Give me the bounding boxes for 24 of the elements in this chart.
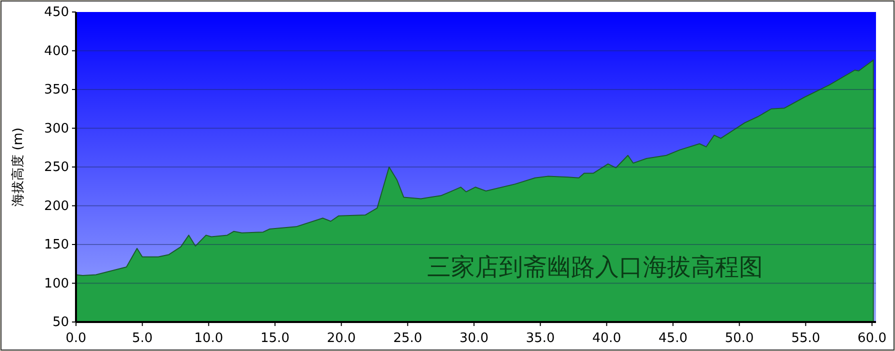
y-axis-title: 海拔高度 (m)	[10, 128, 26, 206]
x-tick-label: 60.0	[858, 331, 886, 346]
y-tick-label: 50	[52, 315, 69, 330]
x-tick-label: 0.0	[66, 331, 86, 346]
x-tick-label: 25.0	[393, 331, 422, 346]
y-tick-label: 350	[44, 82, 69, 98]
x-tick-label: 20.0	[326, 331, 356, 346]
x-tick-label: 5.0	[132, 331, 153, 346]
x-tick-label: 40.0	[592, 331, 622, 346]
x-tick-label: 50.0	[724, 331, 754, 346]
y-tick-label: 100	[44, 276, 69, 292]
y-tick-label: 250	[44, 160, 69, 175]
y-tick-label: 300	[44, 121, 69, 136]
x-tick-label: 45.0	[658, 331, 688, 346]
y-tick-label: 200	[44, 198, 69, 214]
annotation: 三家店到斋幽路入口海拔高程图	[427, 253, 763, 281]
y-tick-label: 150	[44, 238, 69, 252]
x-tick-label: 35.0	[526, 331, 555, 346]
x-tick-label: 10.0	[194, 331, 224, 346]
y-tick-label: 450	[44, 5, 69, 20]
y-tick-label: 400	[44, 44, 69, 59]
x-tick-label: 15.0	[260, 331, 290, 346]
x-tick-label: 55.0	[791, 331, 820, 346]
x-tick-label: 30.0	[460, 331, 488, 346]
